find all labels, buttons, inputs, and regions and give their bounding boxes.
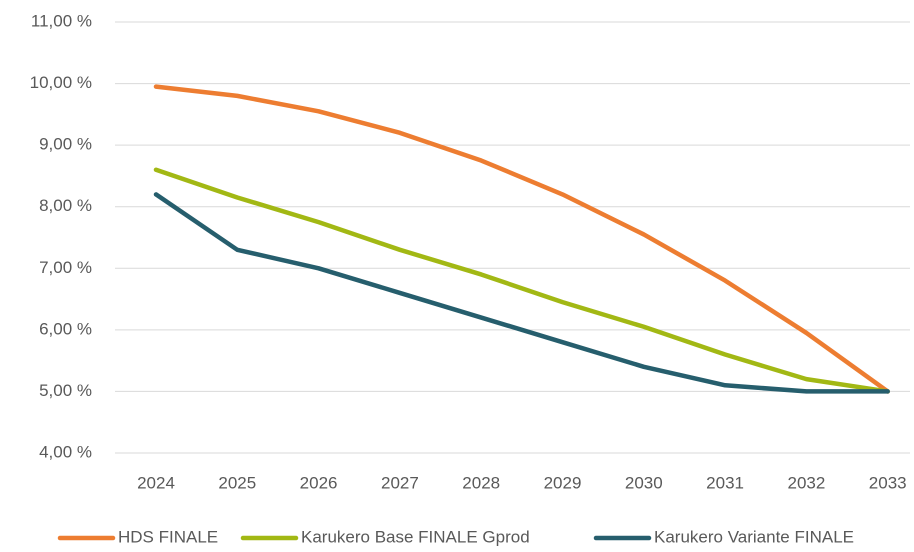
y-tick-label: 4,00 % (39, 442, 92, 461)
legend-label: Karukero Base FINALE Gprod (301, 527, 530, 546)
x-tick-label: 2033 (869, 473, 907, 492)
y-tick-label: 6,00 % (39, 319, 92, 338)
series-line (153, 84, 890, 394)
y-tick-label: 5,00 % (39, 381, 92, 400)
x-tick-label: 2028 (462, 473, 500, 492)
series-line (153, 167, 890, 394)
x-tick-label: 2026 (300, 473, 338, 492)
legend-label: Karukero Variante FINALE (654, 527, 854, 546)
y-tick-label: 8,00 % (39, 196, 92, 215)
x-tick-label: 2031 (706, 473, 744, 492)
legend-label: HDS FINALE (118, 527, 218, 546)
y-tick-label: 7,00 % (39, 258, 92, 277)
x-tick-label: 2029 (544, 473, 582, 492)
x-tick-label: 2024 (137, 473, 175, 492)
y-tick-label: 10,00 % (30, 73, 92, 92)
x-tick-label: 2032 (787, 473, 825, 492)
x-tick-label: 2027 (381, 473, 419, 492)
x-tick-label: 2030 (625, 473, 663, 492)
series-line (153, 192, 890, 394)
y-tick-label: 11,00 % (31, 11, 92, 30)
y-tick-label: 9,00 % (39, 135, 92, 154)
x-tick-label: 2025 (218, 473, 256, 492)
